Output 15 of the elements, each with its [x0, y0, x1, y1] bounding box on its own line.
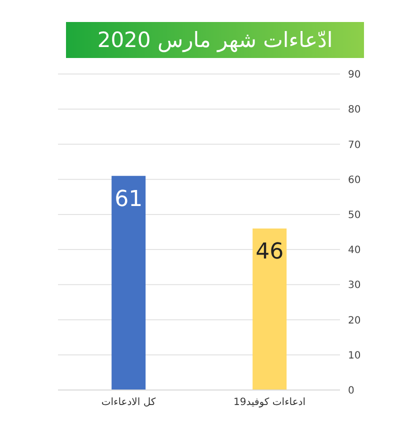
y-tick-label: 20 — [348, 315, 361, 326]
y-tick-label: 50 — [348, 210, 361, 221]
y-tick-label: 90 — [348, 70, 361, 81]
chart-title: ادّعاءات شهر مارس 2020 — [66, 22, 364, 58]
data-label: 61 — [114, 186, 143, 212]
y-tick-label: 40 — [348, 245, 361, 256]
y-tick-label: 70 — [348, 140, 361, 151]
y-tick-label: 30 — [348, 280, 361, 292]
y-tick-label: 10 — [348, 350, 361, 362]
x-tick-label: ادعاءات كوفيد19 — [233, 397, 306, 408]
y-tick-label: 80 — [348, 104, 361, 116]
y-tick-label: 0 — [348, 386, 354, 397]
y-tick-label: 60 — [348, 174, 361, 186]
data-label: 46 — [256, 239, 284, 264]
x-tick-label: كل الادعاءات — [101, 397, 156, 408]
